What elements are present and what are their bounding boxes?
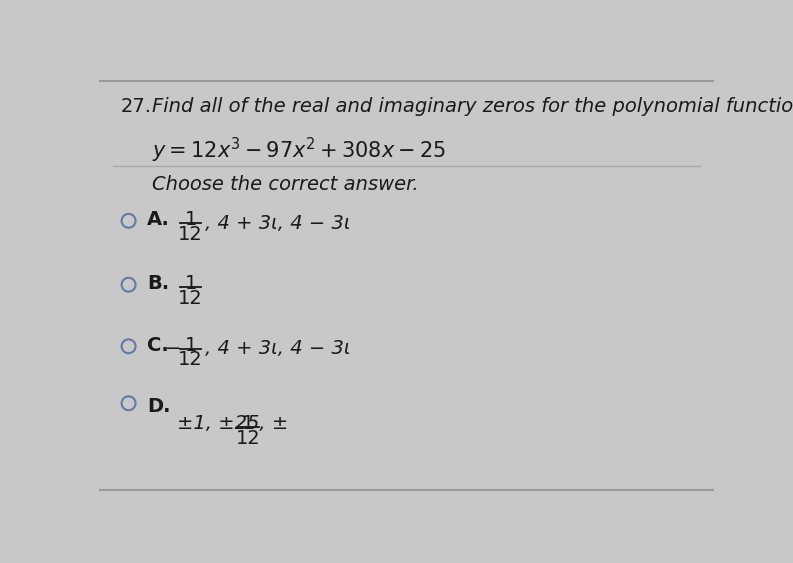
Text: 12: 12	[178, 350, 203, 369]
Text: A.: A.	[147, 210, 170, 229]
Text: C.: C.	[147, 336, 169, 355]
Text: ±1, ±25, ±: ±1, ±25, ±	[177, 414, 288, 433]
Text: 12: 12	[178, 289, 203, 307]
Text: B.: B.	[147, 274, 169, 293]
Text: D.: D.	[147, 397, 170, 416]
Text: 1: 1	[185, 274, 197, 293]
Text: −: −	[165, 339, 182, 358]
Text: Choose the correct answer.: Choose the correct answer.	[151, 175, 419, 194]
Text: Find all of the real and imaginary zeros for the polynomial function.: Find all of the real and imaginary zeros…	[151, 97, 793, 116]
Text: 12: 12	[178, 225, 203, 244]
Text: 12: 12	[236, 428, 260, 448]
Text: , 4 + 3ι, 4 − 3ι: , 4 + 3ι, 4 − 3ι	[205, 213, 350, 233]
Text: 1: 1	[242, 414, 254, 433]
Text: 1: 1	[185, 336, 197, 355]
Text: 1: 1	[185, 210, 197, 229]
Text: , 4 + 3ι, 4 − 3ι: , 4 + 3ι, 4 − 3ι	[205, 339, 350, 358]
Text: $y = 12x^3 - 97x^2 + 308x - 25$: $y = 12x^3 - 97x^2 + 308x - 25$	[151, 135, 446, 164]
Text: 27.: 27.	[121, 97, 151, 116]
